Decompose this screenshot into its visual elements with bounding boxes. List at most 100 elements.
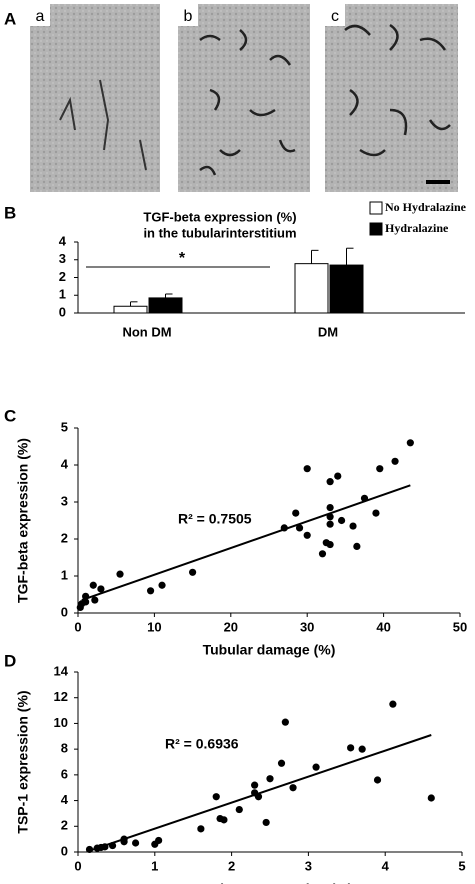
point — [389, 700, 397, 708]
point — [85, 845, 94, 854]
x-tick-label: 1 — [151, 858, 158, 873]
bar — [113, 305, 148, 314]
point — [326, 478, 334, 486]
point — [146, 587, 155, 595]
y-tick-label: 4 — [61, 792, 69, 807]
point — [158, 581, 166, 589]
micrograph-label: b — [184, 8, 193, 25]
point — [220, 816, 228, 824]
point — [91, 596, 99, 604]
micrograph-b: b — [178, 4, 310, 192]
y-tick-label: 0 — [59, 304, 66, 319]
trendline — [89, 734, 432, 852]
y-axis-label: TSP-1 expression (%) — [15, 690, 31, 833]
y-tick-label: 12 — [54, 689, 68, 704]
point — [262, 818, 270, 827]
point — [189, 568, 197, 576]
point — [372, 509, 380, 517]
y-tick-label: 5 — [61, 419, 68, 434]
y-tick-label: 8 — [61, 741, 68, 756]
point — [303, 465, 311, 473]
annotation: * — [179, 250, 186, 267]
point — [406, 439, 414, 447]
x-axis-label: Tubular damage (%) — [203, 642, 336, 658]
point — [235, 805, 243, 814]
y-tick-label: 1 — [61, 567, 68, 582]
point — [353, 542, 361, 551]
bar — [148, 297, 183, 314]
x-tick-label: 0 — [74, 858, 81, 873]
x-tick-label: 10 — [147, 619, 161, 634]
bar — [294, 263, 329, 314]
micrograph-a: a — [30, 4, 160, 192]
point — [337, 516, 346, 525]
point — [132, 839, 140, 847]
point — [251, 781, 259, 789]
x-tick-label: 50 — [453, 619, 467, 634]
y-tick-label: 4 — [59, 233, 67, 248]
point — [312, 763, 320, 771]
point — [326, 540, 334, 549]
point — [427, 794, 435, 802]
chart-title: TGF-beta expression (%) — [143, 209, 296, 224]
legend-label: No Hydralazine — [385, 200, 467, 214]
legend-label: Hydralazine — [385, 221, 449, 235]
y-tick-label: 2 — [59, 269, 66, 284]
micrograph-c: c — [325, 4, 458, 192]
point — [292, 509, 300, 517]
micrograph-label: c — [331, 8, 339, 25]
y-axis-label: TGF-beta expression (%) — [15, 438, 31, 603]
panel-label: B — [4, 203, 16, 222]
x-tick-label: 2 — [228, 858, 235, 873]
x-axis-label: TGF-beta expression (%) — [188, 881, 353, 884]
point — [391, 457, 399, 465]
point — [347, 744, 355, 752]
bar — [329, 264, 364, 314]
x-tick-label: Non DM — [122, 324, 171, 339]
point — [197, 825, 205, 833]
legend-swatch — [369, 222, 383, 236]
point — [289, 784, 297, 792]
y-tick-label: 1 — [59, 287, 66, 302]
y-tick-label: 0 — [61, 604, 68, 619]
y-tick-label: 0 — [61, 843, 68, 858]
point — [376, 465, 384, 473]
point — [358, 745, 366, 753]
x-tick-label: 30 — [300, 619, 314, 634]
panel-label: C — [4, 406, 16, 425]
point — [326, 520, 334, 528]
x-tick-label: 40 — [376, 619, 390, 634]
y-tick-label: 2 — [61, 530, 68, 545]
point — [326, 503, 334, 512]
x-tick-label: 3 — [305, 858, 312, 873]
x-tick-label: DM — [318, 324, 338, 339]
x-tick-label: 4 — [382, 858, 390, 873]
point — [116, 570, 124, 578]
point — [303, 531, 311, 539]
annotation: R² = 0.7505 — [178, 511, 252, 527]
point — [212, 793, 220, 801]
point — [281, 718, 289, 726]
legend-swatch — [369, 201, 383, 215]
y-tick-label: 3 — [59, 251, 66, 266]
trendline — [81, 484, 411, 601]
y-tick-label: 10 — [54, 715, 68, 730]
micrograph-label: a — [36, 8, 45, 25]
chart-subtitle: in the tubularinterstitium — [143, 225, 296, 240]
x-tick-label: 0 — [74, 619, 81, 634]
y-tick-label: 2 — [61, 818, 68, 833]
point — [277, 759, 286, 767]
point — [97, 585, 105, 593]
y-tick-label: 4 — [61, 456, 69, 471]
point — [334, 472, 342, 480]
point — [155, 836, 163, 845]
panel-label: D — [4, 651, 16, 670]
y-tick-label: 14 — [54, 663, 69, 678]
x-tick-label: 5 — [458, 858, 465, 873]
point — [373, 776, 382, 784]
y-tick-label: 6 — [61, 766, 68, 781]
panel-label: A — [4, 9, 16, 28]
point — [318, 550, 327, 558]
point — [295, 524, 304, 532]
